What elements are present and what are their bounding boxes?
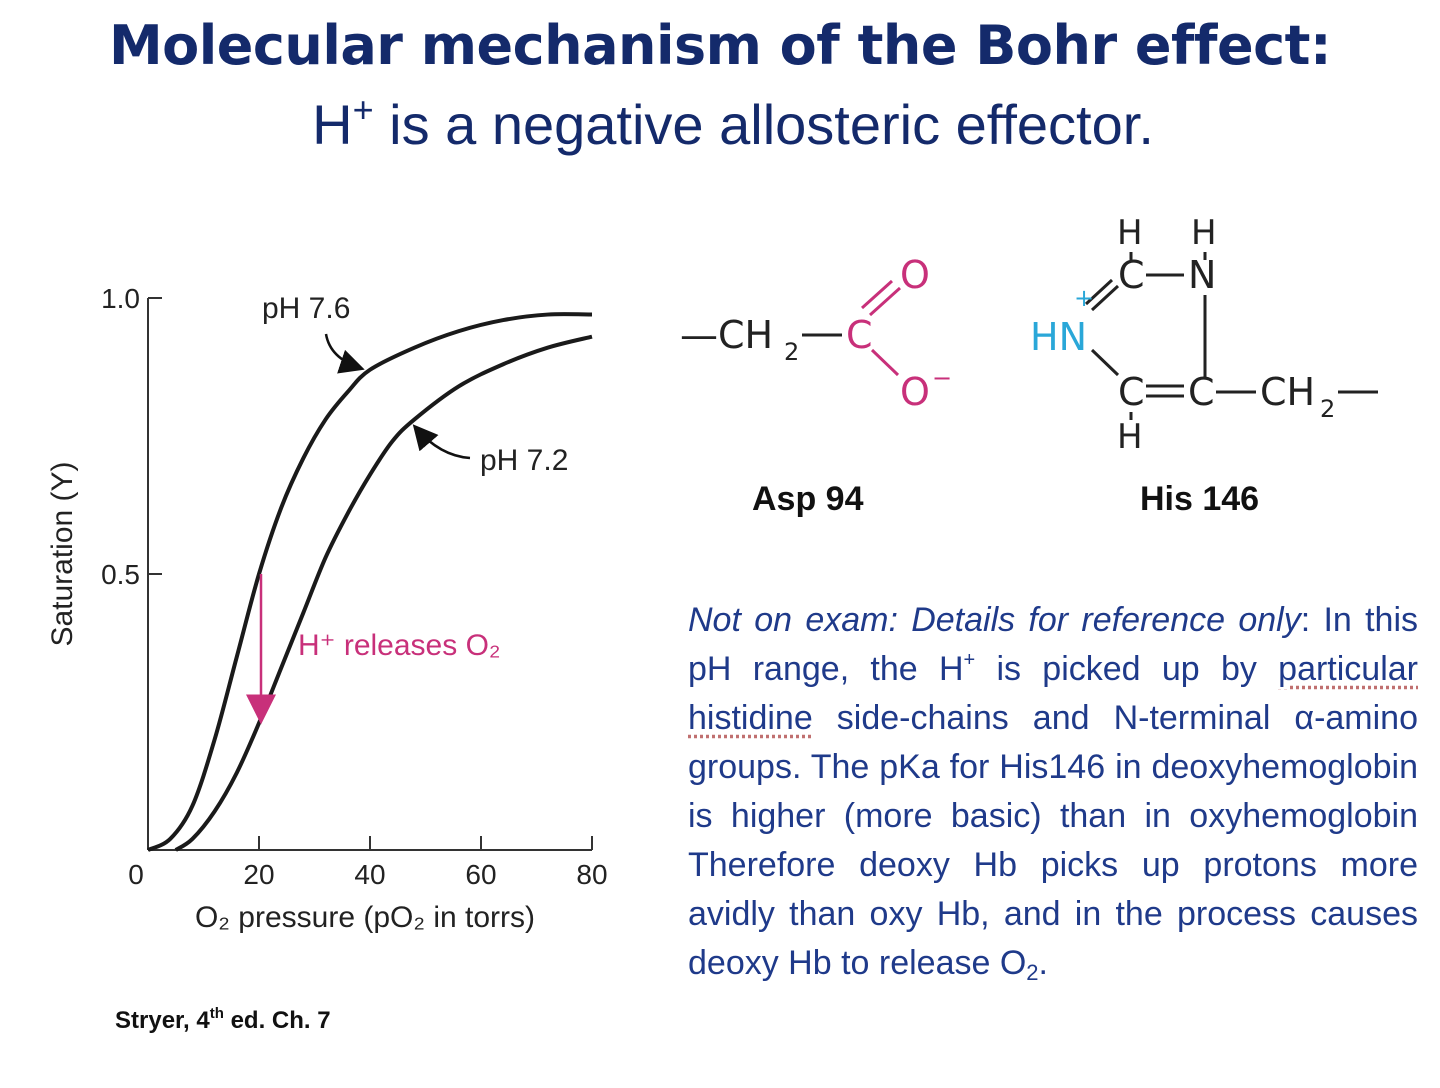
his-hn: HN [1030, 315, 1087, 359]
y-tick-label: 1.0 [101, 283, 140, 314]
note-word-histidine: histidine [688, 699, 813, 737]
chart-axes: Saturation (Y) O₂ pressure (pO₂ in torrs) [46, 298, 592, 934]
note-text-1: : In this pH range, the H [688, 601, 1419, 688]
his-h3: H [1117, 417, 1143, 457]
note-lead: Not on exam: Details for reference only [688, 601, 1301, 639]
asp-minus: − [932, 364, 952, 392]
x-tick-label: 80 [576, 859, 607, 890]
asp-oxygen-minus: O [900, 370, 930, 414]
x-tick-label: 60 [465, 859, 496, 890]
source-credit: Stryer, 4th ed. Ch. 7 [115, 1005, 331, 1035]
asp-oxygen: O [900, 253, 930, 297]
y-axis-label: Saturation (Y) [46, 461, 79, 646]
note-sub: 2 [1026, 960, 1039, 985]
note-sup: + [963, 649, 976, 671]
his-ch2: CH [1260, 370, 1315, 414]
his-structure: H H C N + HN C C CH 2 H His 146 [1030, 213, 1378, 518]
asp-structure: —CH 2 C O O − Asp 94 [680, 253, 952, 518]
his-plus: + [1074, 284, 1094, 312]
chart-curves [147, 312, 593, 852]
chart-ticks: 0 20 40 60 80 0.5 1.0 [101, 283, 608, 890]
subtitle-h: H [312, 93, 353, 156]
chart-annotations: pH 7.6 pH 7.2 H⁺ releases O₂ [246, 292, 568, 725]
note-text-2: is picked up by [975, 650, 1279, 688]
curve-ph-7-6 [147, 312, 593, 852]
slide-subtitle: H+ is a negative allosteric effector. [0, 92, 1440, 157]
subtitle-text: is a negative allosteric effector. [373, 93, 1154, 156]
his-c2: C [1118, 370, 1145, 414]
pointer-ph-7-6 [324, 333, 365, 374]
credit-text: Stryer, 4 [115, 1007, 210, 1034]
note-text-5: . [1038, 944, 1048, 982]
slide-title: Molecular mechanism of the Bohr effect: [108, 14, 1332, 77]
saturation-chart: Saturation (Y) O₂ pressure (pO₂ in torrs)… [46, 283, 608, 934]
curve-ph-7-2 [174, 334, 593, 852]
label-ph-7-6: pH 7.6 [262, 292, 350, 325]
chemical-structures: —CH 2 C O O − Asp 94 H H C N + HN C C CH… [680, 213, 1378, 518]
x-tick-label: 0 [128, 859, 144, 890]
y-tick-label: 0.5 [101, 559, 140, 590]
note-text-4: side-chains and N-terminal α-amino group… [688, 699, 1418, 982]
his-label: His 146 [1140, 480, 1259, 518]
his-n1: N [1188, 253, 1216, 297]
his-h1: H [1117, 213, 1143, 253]
x-tick-label: 20 [243, 859, 274, 890]
asp-carbon: C [846, 313, 873, 357]
his-ch2-sub: 2 [1320, 395, 1335, 423]
asp-label: Asp 94 [752, 480, 864, 518]
x-axis-label: O₂ pressure (pO₂ in torrs) [195, 901, 535, 934]
credit-rest: ed. Ch. 7 [223, 1007, 331, 1034]
label-ph-7-2: pH 7.2 [480, 444, 568, 477]
asp-ch2-sub: 2 [784, 338, 799, 366]
label-h-releases-o2: H⁺ releases O₂ [298, 629, 501, 662]
asp-ch2: —CH [680, 313, 773, 357]
his-c3: C [1188, 370, 1215, 414]
his-c1: C [1118, 253, 1145, 297]
reference-note: Not on exam: Details for reference only:… [688, 596, 1418, 988]
x-tick-label: 40 [354, 859, 385, 890]
note-word-particular: particular [1278, 650, 1418, 688]
his-h2: H [1191, 213, 1217, 253]
subtitle-plus: + [352, 89, 374, 130]
credit-sup: th [209, 1005, 224, 1022]
pointer-ph-7-2 [412, 424, 471, 460]
